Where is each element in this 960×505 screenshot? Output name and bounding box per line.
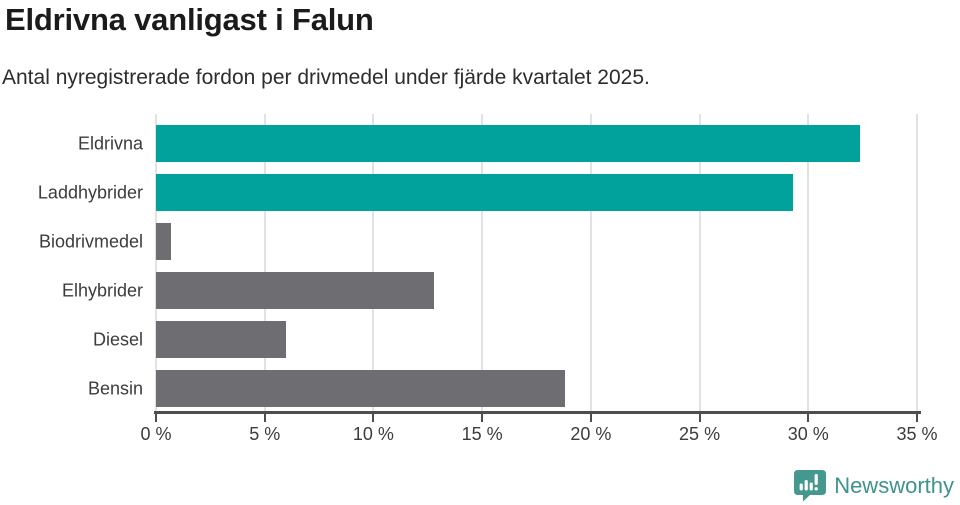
chart-title: Eldrivna vanligast i Falun — [5, 2, 374, 37]
x-tick-label-0pct: 0 % — [140, 424, 172, 444]
x-axis-line — [154, 411, 921, 414]
newsworthy-logo: Newsworthy — [793, 469, 954, 502]
x-tick-0pct — [155, 414, 157, 422]
bar-bensin — [156, 370, 565, 407]
x-tick-15pct — [481, 414, 484, 422]
category-label-bensin: Bensin — [87, 378, 143, 398]
gridline-0pct — [155, 114, 157, 411]
category-label-eldrivna: Eldrivna — [77, 133, 143, 153]
newsworthy-logo-icon — [794, 470, 827, 502]
bar-laddhybrider — [156, 174, 794, 211]
newsworthy-logo-text: Newsworthy — [834, 472, 954, 498]
bar-biodrivmedel — [156, 223, 172, 260]
gridline-30pct — [807, 114, 810, 411]
x-tick-30pct — [807, 414, 810, 422]
category-label-biodrivmedel: Biodrivmedel — [38, 231, 143, 251]
bar-diesel — [156, 321, 287, 358]
bar-elhybrider — [156, 272, 435, 309]
x-tick-5pct — [263, 414, 266, 422]
x-tick-label-10pct: 10 % — [352, 424, 394, 444]
category-label-diesel: Diesel — [92, 329, 143, 349]
x-tick-label-15pct: 15 % — [461, 424, 503, 444]
category-label-elhybrider: Elhybrider — [61, 280, 143, 300]
gridline-35pct — [916, 114, 918, 411]
plot-area — [155, 114, 918, 411]
x-tick-35pct — [916, 414, 918, 422]
x-tick-10pct — [372, 414, 375, 422]
x-tick-20pct — [589, 414, 592, 422]
category-label-laddhybrider: Laddhybrider — [37, 182, 143, 202]
gridline-5pct — [263, 114, 266, 411]
gridline-15pct — [481, 114, 484, 411]
x-tick-label-30pct: 30 % — [787, 424, 829, 444]
chart-subtitle: Antal nyregistrerade fordon per drivmede… — [2, 66, 650, 89]
bar-eldrivna — [156, 125, 861, 162]
gridline-10pct — [372, 114, 375, 411]
x-tick-label-5pct: 5 % — [249, 424, 281, 444]
y-axis-labels: Eldrivna Laddhybrider Biodrivmedel Elhybrid… — [0, 114, 143, 411]
x-tick-label-20pct: 20 % — [570, 424, 612, 444]
x-tick-label-35pct: 35 % — [896, 424, 938, 444]
x-axis-ticks: 0 % 5 % 10 % 15 % 20 % 25 % 30 % 35 % — [140, 411, 938, 456]
x-tick-label-25pct: 25 % — [679, 424, 721, 444]
x-tick-25pct — [698, 414, 701, 422]
gridline-25pct — [698, 114, 701, 411]
gridline-20pct — [589, 114, 592, 411]
